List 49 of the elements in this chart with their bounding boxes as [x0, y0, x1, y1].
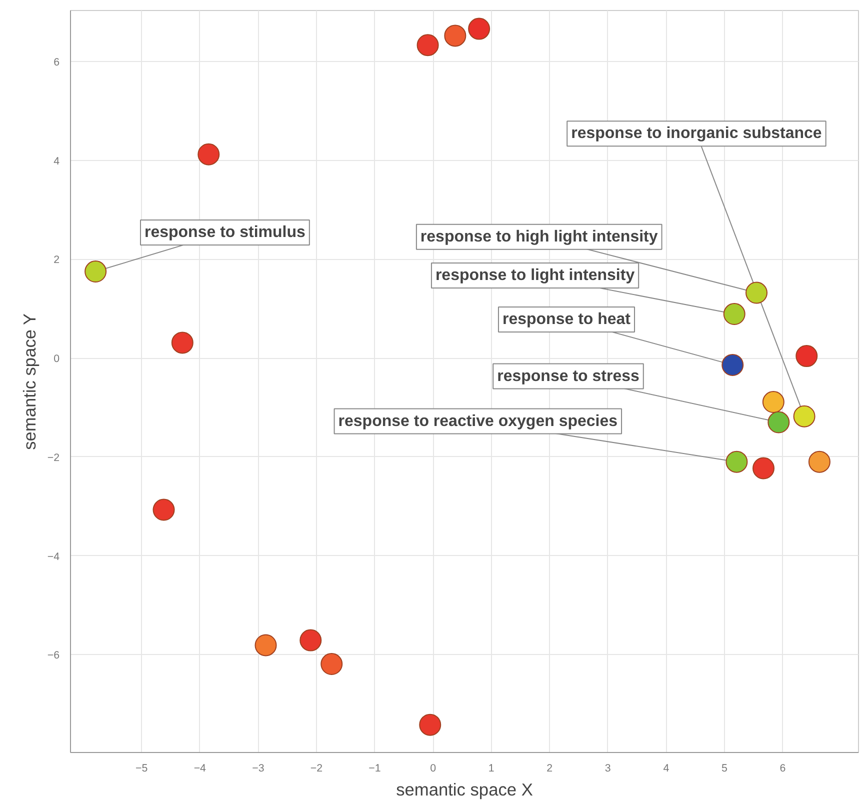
- point: [762, 391, 784, 413]
- point: [723, 303, 746, 325]
- x-tick-label: 2: [546, 762, 553, 774]
- y-tick-label: −6: [47, 650, 60, 662]
- y-tick-label: −2: [47, 452, 60, 464]
- annotation: response to high light intensity: [420, 228, 658, 246]
- point: [722, 354, 744, 376]
- annotation: response to light intensity: [435, 266, 635, 284]
- x-tick-label: 1: [488, 762, 494, 774]
- x-tick-label: 6: [780, 762, 786, 774]
- x-tick-label: −2: [310, 762, 323, 774]
- y-tick-label: 6: [54, 56, 60, 68]
- point: [416, 34, 439, 56]
- point: [152, 498, 175, 521]
- point: [726, 450, 748, 473]
- x-tick-label: −5: [136, 762, 148, 774]
- x-tick-label: 0: [430, 762, 436, 774]
- point: [768, 411, 790, 434]
- x-tick-label: 3: [604, 762, 611, 774]
- x-tick-label: −4: [194, 762, 206, 774]
- point: [198, 143, 220, 166]
- x-tick-label: 5: [721, 762, 728, 774]
- y-tick-label: 0: [54, 353, 60, 366]
- x-tick-label: 4: [663, 762, 670, 774]
- y-tick-label: 4: [54, 155, 60, 168]
- point: [171, 332, 194, 354]
- point: [752, 457, 774, 480]
- annotation: response to heat: [502, 310, 632, 328]
- x-axis-title: semantic space X: [396, 780, 534, 800]
- point: [254, 634, 277, 656]
- annotation: response to stress: [497, 368, 640, 385]
- x-tick-label: −3: [252, 762, 264, 774]
- point: [468, 18, 490, 40]
- annotation: response to reactive oxygen species: [338, 412, 618, 430]
- point: [419, 714, 442, 736]
- point: [796, 345, 818, 368]
- y-axis-title: semantic space Y: [19, 312, 40, 450]
- x-tick-label: −1: [368, 762, 381, 774]
- y-tick-label: −4: [47, 550, 60, 563]
- point: [84, 260, 107, 282]
- point: [808, 450, 830, 473]
- point: [300, 629, 322, 652]
- annotation: response to stimulus: [144, 224, 306, 241]
- point: [746, 282, 768, 304]
- point: [793, 405, 816, 428]
- y-tick-label: 2: [54, 254, 60, 266]
- annotation: response to inorganic substance: [571, 125, 822, 142]
- point: [320, 653, 343, 675]
- point: [444, 24, 466, 47]
